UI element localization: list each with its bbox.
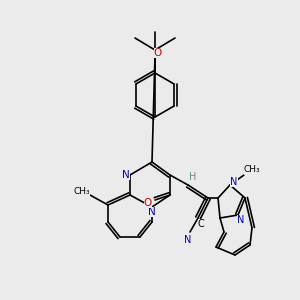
Text: N: N <box>230 177 238 187</box>
Text: CH₃: CH₃ <box>74 187 90 196</box>
Text: N: N <box>184 235 192 245</box>
Text: O: O <box>144 198 152 208</box>
Text: N: N <box>122 170 130 180</box>
Text: O: O <box>154 48 162 58</box>
Text: H: H <box>189 172 197 182</box>
Text: N: N <box>237 215 245 225</box>
Text: N: N <box>148 207 156 217</box>
Text: C: C <box>198 219 204 229</box>
Text: CH₃: CH₃ <box>244 166 260 175</box>
